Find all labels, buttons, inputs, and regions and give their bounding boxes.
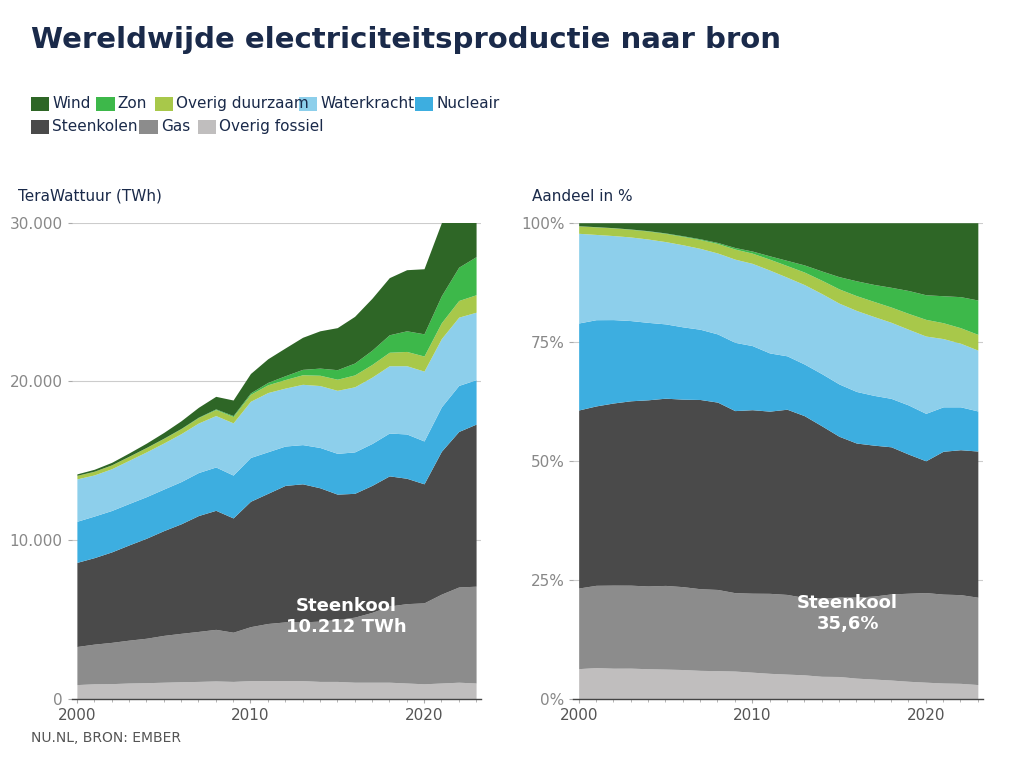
Text: Zon: Zon <box>118 96 147 111</box>
Text: Wereldwijde electriciteitsproductie naar bron: Wereldwijde electriciteitsproductie naar… <box>31 26 780 54</box>
Text: NU.NL, BRON: EMBER: NU.NL, BRON: EMBER <box>31 731 180 745</box>
Text: Steenkool
35,6%: Steenkool 35,6% <box>797 594 898 633</box>
Text: Overig duurzaam: Overig duurzaam <box>176 96 309 111</box>
Text: Waterkracht: Waterkracht <box>321 96 415 111</box>
Text: TeraWattuur (TWh): TeraWattuur (TWh) <box>18 189 163 204</box>
Text: Nucleair: Nucleair <box>436 96 500 111</box>
Text: Gas: Gas <box>161 119 190 134</box>
Text: Wind: Wind <box>52 96 90 111</box>
Text: Overig fossiel: Overig fossiel <box>219 119 324 134</box>
Text: Steenkolen: Steenkolen <box>52 119 137 134</box>
Text: Steenkool
10.212 TWh: Steenkool 10.212 TWh <box>286 597 407 636</box>
Text: Aandeel in %: Aandeel in % <box>532 189 633 204</box>
